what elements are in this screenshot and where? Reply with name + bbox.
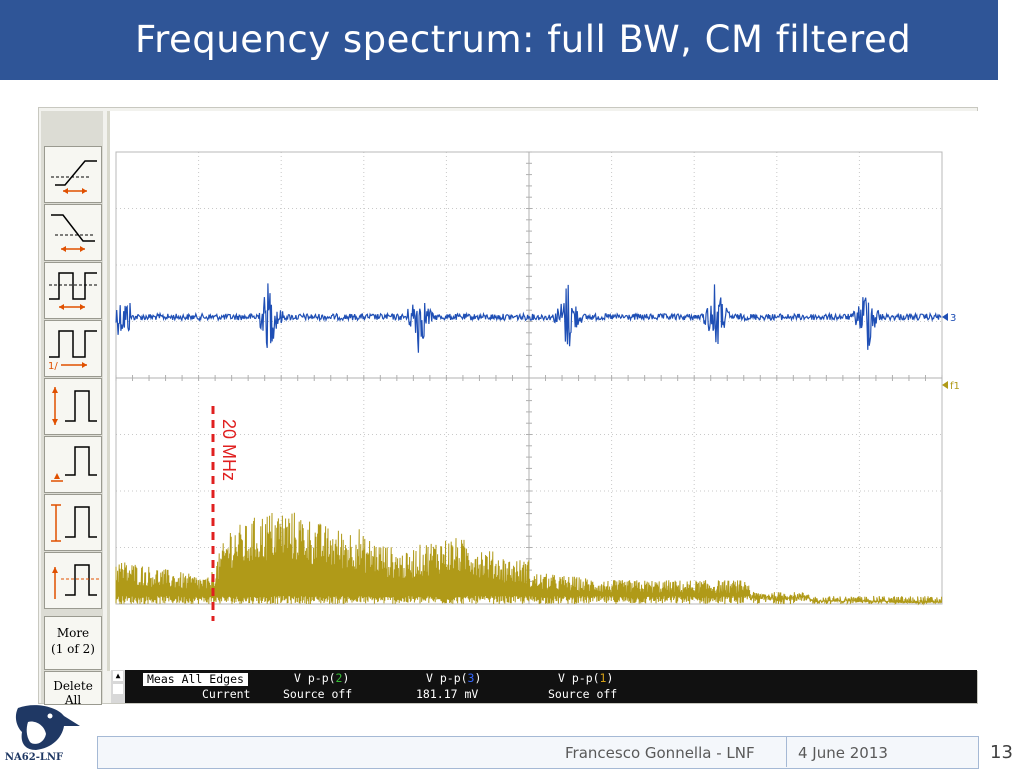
col2-value: 181.17 mV (416, 687, 479, 701)
logo-text: NA62-LNF (4, 752, 64, 763)
col1-head-post: ) (342, 671, 350, 685)
footer-separator (786, 736, 787, 767)
status-scrollbar[interactable]: ▲ (111, 670, 125, 703)
col3-head-pre: V p-p( (558, 671, 600, 685)
amplitude-icon (52, 387, 97, 425)
col1-head-pre: V p-p( (294, 671, 336, 685)
positive-width-icon (49, 272, 97, 310)
rise-time-icon (51, 160, 97, 194)
delete-label: Delete (53, 679, 93, 693)
slide-title: Frequency spectrum: full BW, CM filtered (135, 18, 912, 61)
penguin-logo-icon (15, 705, 81, 750)
ch3-waveform (115, 283, 942, 353)
col3-value: Source off (548, 687, 618, 701)
max-button[interactable] (44, 494, 102, 551)
page-number: 13 (990, 742, 1013, 763)
more-label: More (56, 626, 90, 640)
delete-all-button[interactable]: Delete All (44, 671, 102, 705)
period-button[interactable]: 1/ (44, 320, 102, 377)
f1-marker-icon (942, 381, 948, 389)
fall-time-icon (51, 214, 95, 252)
oscilloscope-screenshot: 1/ (38, 107, 978, 705)
col1-value: Source off (283, 687, 353, 701)
low-level-icon (51, 446, 97, 482)
col1-header: V p-p(2) (294, 671, 349, 686)
current-row-label: Current (202, 687, 251, 701)
annotation-20mhz-label: 20 MHz (219, 419, 239, 481)
ch3-marker-label: 3 (950, 313, 956, 324)
col2-channel: 3 (467, 671, 475, 685)
fft-spectrum-trace (115, 512, 943, 606)
col3-header: V p-p(1) (558, 671, 613, 686)
waveform-plot: 20 MHz 3 f1 (115, 151, 960, 621)
amplitude-button[interactable] (44, 378, 102, 435)
mean-icon (52, 564, 99, 599)
col2-head-post: ) (474, 671, 482, 685)
svg-text:1/: 1/ (48, 361, 58, 372)
ch3-marker-icon (942, 313, 948, 321)
f1-marker-label: f1 (950, 381, 960, 392)
col2-head-pre: V p-p( (426, 671, 468, 685)
measurement-toolbar: 1/ (41, 111, 103, 705)
delete-all-label: All (64, 693, 82, 705)
max-icon (51, 504, 97, 542)
measurement-status-bar: ▲ Meas All Edges Current V p-p(2) Source… (111, 670, 977, 703)
scroll-track[interactable] (113, 684, 123, 694)
col1-channel: 2 (335, 671, 343, 685)
mean-button[interactable] (44, 552, 102, 609)
footer-date: 4 June 2013 (798, 744, 888, 762)
scroll-up-icon[interactable]: ▲ (113, 671, 123, 681)
period-icon: 1/ (48, 330, 97, 372)
col2-header: V p-p(3) (426, 671, 481, 686)
rise-time-button[interactable] (44, 146, 102, 203)
col3-head-post: ) (606, 671, 614, 685)
meas-all-edges-label[interactable]: Meas All Edges (143, 673, 248, 686)
footer-author: Francesco Gonnella - LNF (565, 744, 755, 762)
more-page-label: (1 of 2) (51, 642, 95, 656)
low-level-button[interactable] (44, 436, 102, 493)
col3-channel: 1 (599, 671, 607, 685)
na62-lnf-logo: NA62-LNF (4, 702, 86, 768)
slide-title-bar: Frequency spectrum: full BW, CM filtered (0, 0, 998, 80)
fall-time-button[interactable] (44, 204, 102, 261)
positive-width-button[interactable] (44, 262, 102, 319)
waveform-screen[interactable]: 20 MHz 3 f1 (107, 111, 978, 671)
more-button[interactable]: More (1 of 2) (44, 616, 102, 670)
